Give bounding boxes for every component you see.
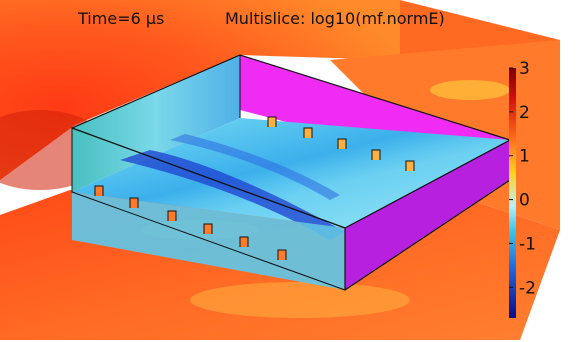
box-edge xyxy=(344,179,511,291)
dark-field-band xyxy=(120,150,345,240)
colorbar-ticks: 3 2 1 0 -1 -2 xyxy=(509,59,536,298)
box-edge xyxy=(71,191,346,291)
back-left-slice xyxy=(0,0,400,180)
back-electrodes xyxy=(267,116,415,171)
colorbar-tick-label: -1 xyxy=(519,234,536,254)
plot-time-label: Time=6 µs xyxy=(77,9,164,28)
floor-highlight xyxy=(430,80,510,100)
colorbar-tick-label: 0 xyxy=(519,191,530,211)
colorbar-tick-label: 1 xyxy=(519,147,530,167)
box-end-wall xyxy=(345,140,510,290)
front-electrodes xyxy=(94,185,287,260)
floor-highlight xyxy=(190,282,410,318)
plot-expression-label: Multislice: log10(mf.normE) xyxy=(225,9,445,28)
colorbar-tick-label: 3 xyxy=(519,59,530,79)
dark-field-band xyxy=(170,134,340,200)
box-left-wall xyxy=(72,55,240,192)
colorbar-tick-label: 2 xyxy=(519,103,530,123)
colorbar-tick-label: -2 xyxy=(519,278,536,298)
colorbar xyxy=(509,68,516,318)
